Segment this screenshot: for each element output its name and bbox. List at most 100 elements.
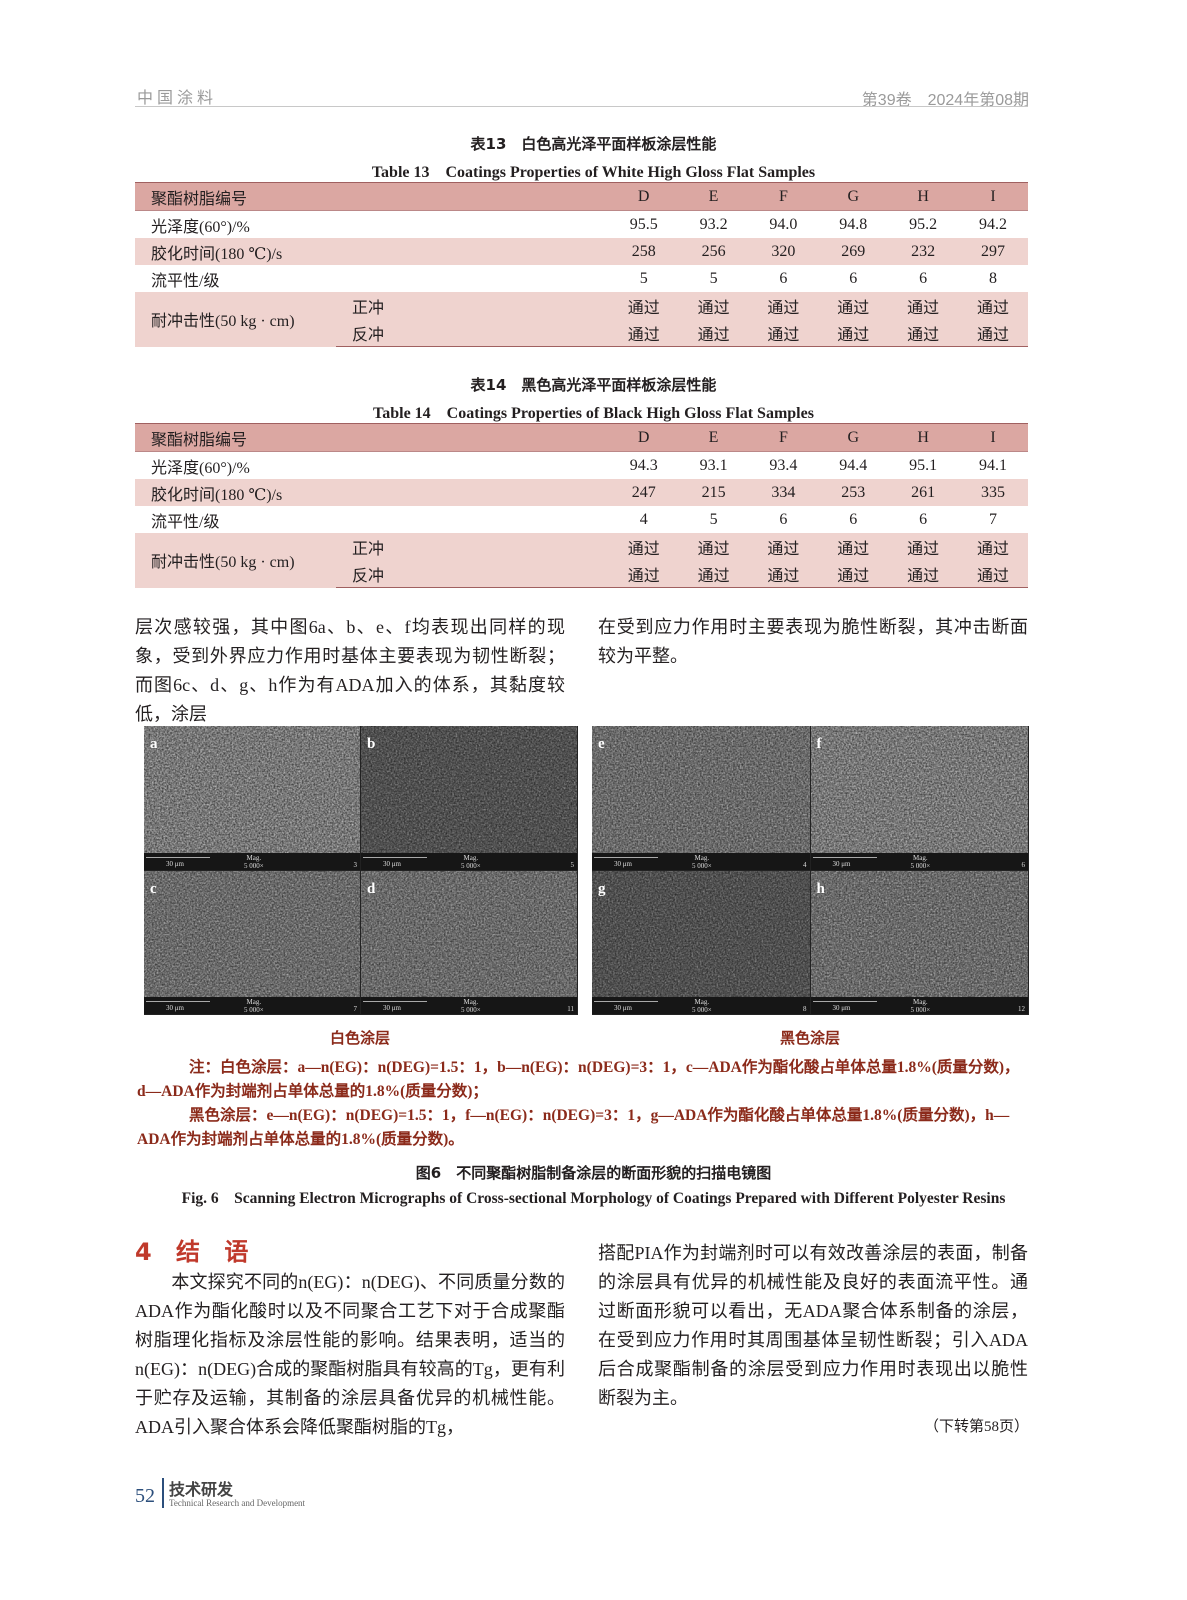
table-cell: 320 [748,238,819,265]
table-cell: E [678,182,749,211]
table-cell: I [958,182,1028,211]
table-cell: 6 [919,269,928,287]
scale-bar: 30 μm Mag. 5 000× 6 [810,852,1028,870]
table-cell: 通过 [818,560,889,588]
scale-bar: 30 μm Mag. 5 000× 4 [592,852,810,870]
magnification: Mag. 5 000× [244,854,264,870]
magnification: Mag. 5 000× [461,854,481,870]
image-number: 12 [1018,1005,1025,1013]
table-cell: 耐冲击性(50 kg · cm) [135,533,336,588]
scale-bar: 30 μm Mag. 5 000× 5 [361,852,577,870]
header-rule [135,106,1028,107]
table-cell: 通过 [818,292,889,319]
mag-label: Mag. [913,998,928,1006]
table-cell: 232 [888,238,959,265]
image-number: 4 [803,860,807,869]
table-cell: 通过 [818,319,889,347]
note-white: 注：白色涂层：a—n(EG)：n(DEG)=1.5：1，b—n(EG)：n(DE… [137,1059,1020,1100]
table-cell: G [818,182,889,211]
scale-line [812,1001,877,1002]
scale-label: 30 μm [614,859,632,868]
scale-line [146,1001,210,1002]
scale-line [812,856,877,858]
panel-letter: g [598,880,606,897]
label-white-coating: 白色涂层 [330,1029,391,1047]
table-cell: 通过 [678,560,749,588]
table-header-row: 聚酯树脂编号 D E F G H I [135,182,1028,211]
table-cell: H [888,423,959,452]
image-number: 5 [570,860,575,869]
micrograph-f: f 30 μm Mag. 5 000× 6 [810,726,1028,870]
table-cell: 反冲 [336,319,609,347]
scale-label: 30 μm [166,1004,184,1012]
page-number: 52 [135,1485,155,1507]
panel-letter: f [816,736,822,752]
table-cell: 通过 [608,560,679,588]
table-cell: 反冲 [336,560,609,588]
scale-bar: 30 μm Mag. 5 000× 3 [144,852,360,870]
magnification: Mag. 5 000× [911,998,931,1014]
magnification: Mag. 5 000× [911,854,931,870]
table-row: 耐冲击性(50 kg · cm) 正冲 通过 通过 通过 通过 通过 通过 [135,533,1028,588]
table-cell: 94.4 [839,456,868,474]
table-cell: 6 [849,510,858,528]
table-row: 流平性/级 5 5 6 6 6 8 [135,265,1028,292]
table-cell: G [818,423,889,452]
conclusion-right: 搭配PIA作为封端剂时可以有效改善涂层的表面，制备的涂层具有优异的机械性能及良好… [598,1243,1028,1408]
table-cell: 247 [608,479,679,506]
table-cell: 6 [849,269,858,287]
table-cell: 通过 [888,533,959,560]
table-cell: 334 [748,479,819,506]
scale-bar: 30 μm Mag. 5 000× 11 [361,997,577,1014]
micrograph-g: g 30 μm Mag. 5 000× 8 [592,870,810,1014]
table-cell: 94.2 [979,215,1008,233]
magnification: Mag. 5 000× [244,998,264,1014]
table-cell: 269 [818,238,889,265]
figure-caption-cn: 图6 不同聚酯树脂制备涂层的断面形貌的扫描电镜图 [415,1164,772,1182]
table-cell: 通过 [748,319,819,347]
table-cell: 7 [989,510,998,528]
table-cell: 通过 [888,319,959,347]
table-cell: 256 [678,238,749,265]
table-cell: 95.1 [909,456,938,474]
table-14: 聚酯树脂编号 D E F G H I 光泽度(60°)/% 94.3 93.1 93.4 94.4 95… [135,423,1028,588]
table-cell: 95.5 [629,215,658,233]
footer-section-en: Technical Research and Development [169,1498,306,1508]
panel-letter: c [150,880,157,897]
table-row: 胶化时间(180 ℃)/s 258 256 320 269 232 297 [135,238,1028,265]
table-cell: 通过 [678,292,749,319]
panel-letter: b [367,736,376,752]
table-row: 反冲 通过 通过 通过 通过 通过 通过 [135,560,1028,588]
mag-label: Mag. [463,998,479,1006]
image-number: 3 [353,860,358,869]
table-cell: 95.2 [909,215,938,233]
body-text-left: 层次感较强，其中图6a、b、e、f均表现出同样的现象，受到外界应力作用时基体主要… [135,617,565,724]
table-cell: 通过 [608,533,679,560]
mag-value: 5 000× [910,1006,931,1014]
table-cell: 5 [709,269,718,287]
table13-caption-en: Table 13 Coatings Properties of White Hi… [371,164,816,181]
scale-label: 30 μm [166,859,184,868]
scale-label: 30 μm [383,859,401,868]
mag-value: 5 000× [692,1006,712,1014]
micrograph-c: c 30 μm Mag. 5 000× 7 [144,870,360,1014]
table-cell: 流平性/级 [151,513,220,531]
table14-caption-en: Table 14 Coatings Properties of Black Hi… [373,405,814,422]
table-row: 耐冲击性(50 kg · cm) 正冲 通过 通过 通过 通过 通过 通过 [135,292,1028,347]
magnification: Mag. 5 000× [692,998,712,1014]
table-row: 流平性/级 4 5 6 6 6 7 [135,506,1028,533]
micrograph-d: d 30 μm Mag. 5 000× 11 [361,870,577,1014]
table-cell: 通过 [958,560,1028,588]
scale-label: 30 μm [614,1004,632,1012]
scale-label: 30 μm [832,859,851,868]
table-cell: 6 [779,269,788,287]
table-cell: 正冲 [336,292,609,319]
figure-notes: 注：白色涂层：a—n(EG)：n(DEG)=1.5：1，b—n(EG)：n(DE… [137,1056,1027,1152]
image-number: 8 [803,1005,807,1013]
table-cell: F [748,182,819,211]
mag-value: 5 000× [244,1006,264,1014]
issue-info: 第39卷 2024年第08期 [861,92,1029,109]
mag-label: Mag. [694,998,710,1006]
mag-value: 5 000× [461,861,481,870]
